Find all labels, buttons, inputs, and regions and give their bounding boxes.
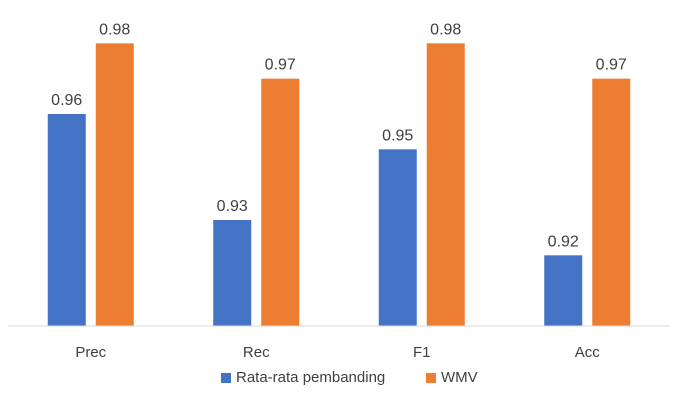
bar-f1-series-1	[378, 149, 417, 326]
bars-layer	[47, 43, 631, 327]
data-label-prec-series-2: 0.98	[99, 21, 130, 38]
bar-rec-series-1	[213, 220, 252, 326]
data-label-prec-series-1: 0.96	[51, 92, 82, 109]
data-label-acc-series-2: 0.97	[596, 57, 627, 74]
x-axis-ticks: Prec Rec F1 Acc	[75, 344, 600, 361]
data-labels-layer: 0.96 0.98 0.93 0.97 0.95 0.98 0.92 0.97	[51, 21, 627, 250]
legend-swatch-series-1	[221, 373, 231, 383]
bar-acc-series-1	[544, 255, 583, 326]
data-label-rec-series-2: 0.97	[265, 57, 296, 74]
bar-f1-series-2	[426, 43, 465, 326]
legend-swatch-series-2	[426, 373, 436, 383]
x-tick-label-rec: Rec	[243, 344, 270, 361]
bar-rec-series-2	[261, 78, 300, 327]
bar-acc-series-2	[592, 78, 631, 327]
bar-prec-series-1	[47, 114, 86, 326]
x-tick-label-prec: Prec	[75, 344, 106, 361]
data-label-f1-series-1: 0.95	[382, 127, 413, 144]
data-label-acc-series-1: 0.92	[548, 233, 579, 250]
x-tick-label-f1: F1	[413, 344, 431, 361]
legend-label-series-2: WMV	[441, 369, 478, 386]
legend-label-series-1: Rata-rata pembanding	[236, 369, 385, 386]
bar-prec-series-2	[95, 43, 134, 326]
data-label-f1-series-2: 0.98	[430, 21, 461, 38]
data-label-rec-series-1: 0.93	[217, 198, 248, 215]
legend: Rata-rata pembanding WMV	[221, 369, 478, 386]
x-tick-label-acc: Acc	[575, 344, 601, 361]
